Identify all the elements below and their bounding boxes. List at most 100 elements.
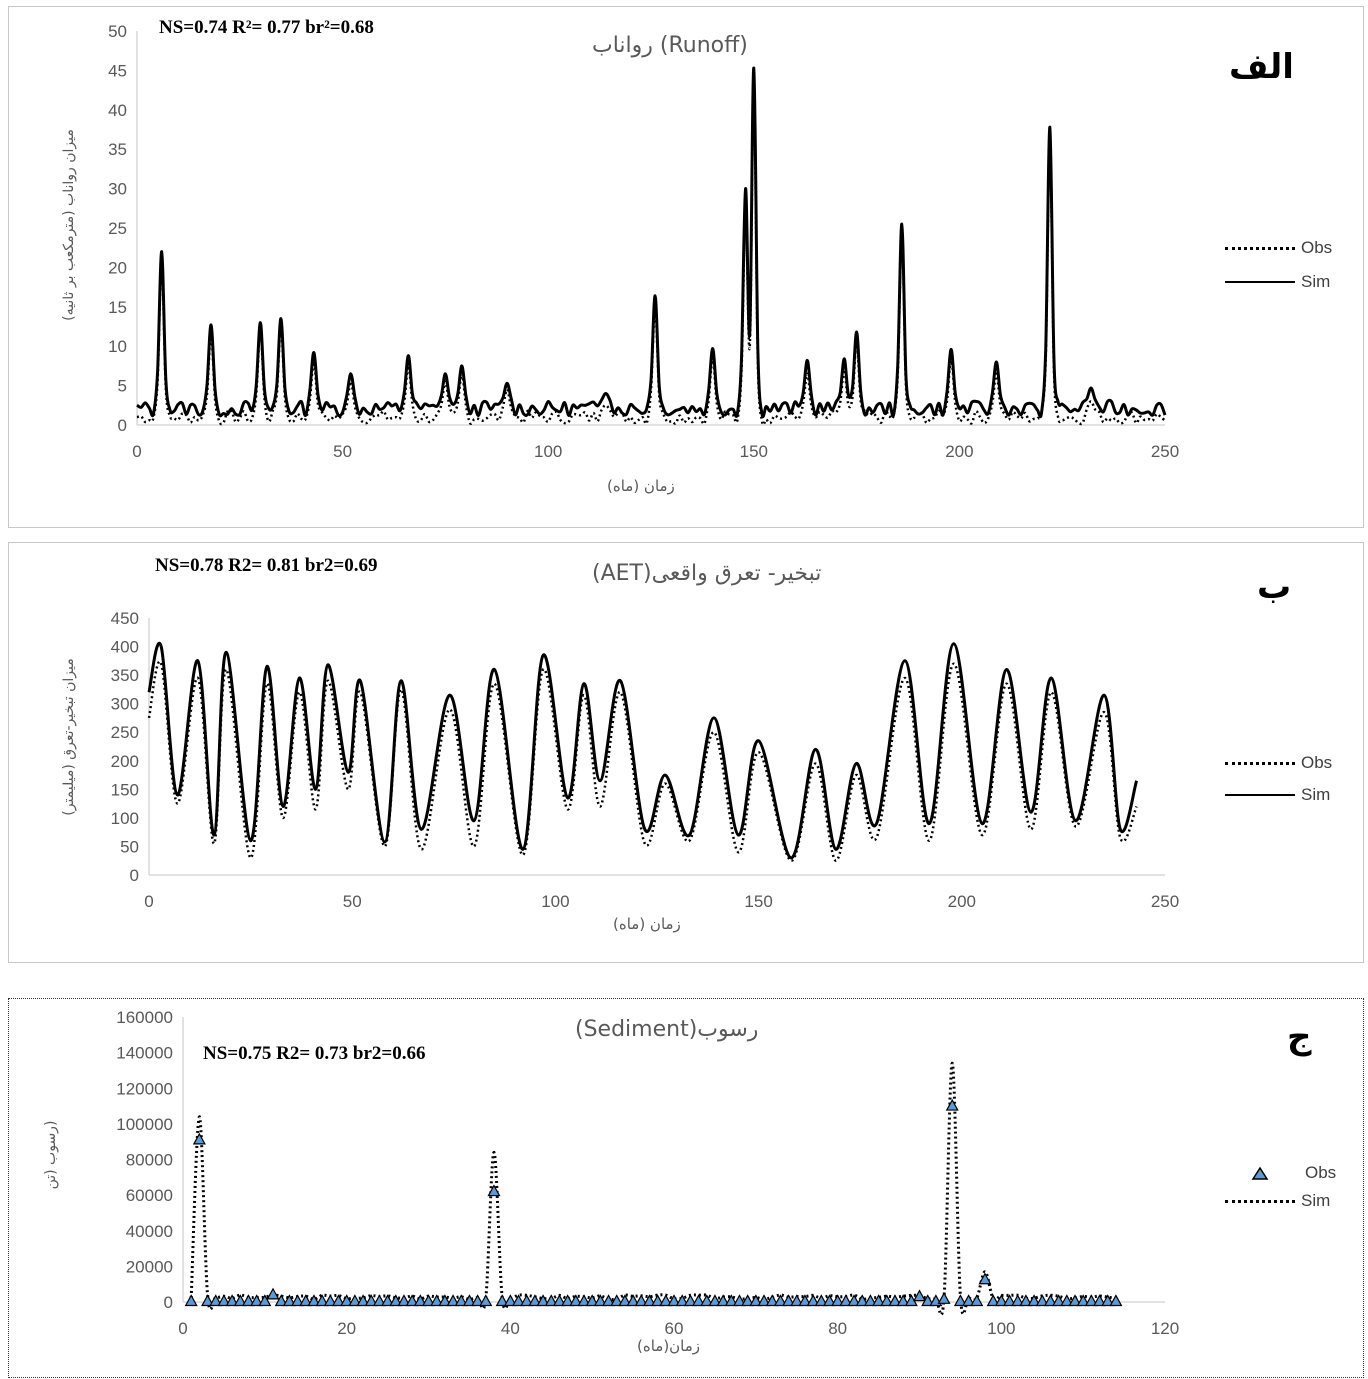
sediment-y-axis-label: (رسوب (تن — [43, 1120, 59, 1190]
aet-y-tick-label: 350 — [111, 666, 139, 685]
runoff-stats: NS=0.74 R²= 0.77 br²=0.68 — [159, 17, 374, 38]
aet-x-tick-label: 150 — [744, 892, 772, 911]
sediment-obs-marker — [692, 1294, 706, 1307]
aet-y-tick-label: 250 — [111, 723, 139, 742]
aet-x-tick-label: 50 — [343, 892, 362, 911]
sediment-obs-marker — [405, 1294, 419, 1307]
aet-y-tick-label: 150 — [111, 780, 139, 799]
sediment-obs-marker — [1060, 1294, 1074, 1307]
sediment-obs-marker — [544, 1294, 558, 1307]
sediment-obs-marker — [1035, 1294, 1049, 1307]
sediment-obs-marker — [348, 1294, 362, 1307]
aet-y-tick-label: 100 — [111, 809, 139, 828]
aet-chart: 0 50 100 150 200 250 0 50 100 150 200 250 300 350 400 4… — [111, 609, 1180, 911]
sediment-x-axis-label: زمان(ماه) — [637, 1337, 701, 1355]
sediment-obs-marker — [307, 1294, 321, 1307]
sediment-obs-marker — [970, 1294, 984, 1307]
sediment-y-tick-label: 40000 — [126, 1222, 173, 1241]
runoff-y-tick-label: 25 — [108, 219, 127, 238]
sediment-obs-marker — [1052, 1294, 1066, 1307]
runoff-x-tick-label: 100 — [534, 442, 562, 461]
sediment-obs-marker — [659, 1294, 673, 1307]
aet-y-tick-label: 400 — [111, 638, 139, 657]
sediment-obs-marker — [700, 1294, 714, 1307]
sediment-obs-marker — [1076, 1294, 1090, 1307]
sediment-obs-marker — [315, 1294, 329, 1307]
sediment-obs-marker — [602, 1294, 616, 1307]
aet-x-tick-label: 250 — [1151, 892, 1179, 911]
sediment-obs-marker — [503, 1294, 517, 1307]
runoff-y-tick-label: 20 — [108, 258, 127, 277]
sediment-obs-marker — [921, 1294, 935, 1307]
sediment-y-tick-label: 160000 — [116, 1008, 173, 1027]
sediment-obs-marker — [847, 1294, 861, 1307]
runoff-x-axis-label: زمان (ماه) — [607, 477, 675, 495]
sediment-obs-marker — [1068, 1294, 1082, 1307]
sediment-obs-marker — [241, 1294, 255, 1307]
sediment-chart-title: رسوب(Sediment) — [575, 1017, 759, 1042]
sediment-x-tick-label: 120 — [1151, 1319, 1179, 1338]
sediment-obs-marker — [479, 1294, 493, 1307]
sediment-obs-marker — [536, 1294, 550, 1307]
aet-y-tick-label: 50 — [120, 837, 139, 856]
sediment-obs-marker — [765, 1294, 779, 1307]
aet-y-tick-label: 200 — [111, 752, 139, 771]
aet-y-axis-label: میزان تبخیر-تعرق (میلیمتر) — [61, 658, 77, 816]
sediment-obs-marker — [651, 1294, 665, 1307]
sediment-obs-marker — [569, 1294, 583, 1307]
sediment-obs-marker — [274, 1294, 288, 1307]
sediment-obs-marker — [855, 1294, 869, 1307]
legend-sim: Sim — [1225, 265, 1332, 299]
sediment-obs-marker — [782, 1294, 796, 1307]
sediment-obs-marker — [495, 1294, 509, 1307]
sediment-obs-marker — [250, 1294, 264, 1307]
sediment-obs-marker — [953, 1294, 967, 1307]
sediment-obs-marker — [1003, 1294, 1017, 1307]
sediment-obs-marker — [192, 1132, 206, 1145]
sediment-obs-marker — [577, 1294, 591, 1307]
sediment-obs-marker — [1027, 1294, 1041, 1307]
runoff-x-tick-label: 0 — [132, 442, 141, 461]
sediment-obs-marker — [323, 1294, 337, 1307]
sediment-obs-marker — [888, 1294, 902, 1307]
sediment-obs-marker — [978, 1272, 992, 1285]
sediment-obs-marker — [340, 1294, 354, 1307]
sediment-obs-marker — [986, 1294, 1000, 1307]
runoff-chart-panel: 0 50 100 150 200 250 0 5 10 15 20 25 30 35 40 45 50 NS=0… — [8, 6, 1364, 528]
aet-sim-line — [147, 641, 1139, 860]
sediment-obs-marker — [962, 1294, 976, 1307]
aet-obs-line — [147, 660, 1138, 862]
runoff-y-tick-label: 45 — [108, 61, 127, 80]
aet-chart-panel: 0 50 100 150 200 250 0 50 100 150 200 250 300 350 400 4… — [8, 542, 1364, 963]
sediment-obs-marker — [331, 1294, 345, 1307]
aet-y-tick-label: 300 — [111, 695, 139, 714]
sediment-obs-marker — [994, 1294, 1008, 1307]
runoff-y-tick-label: 10 — [108, 337, 127, 356]
sediment-y-tick-label: 60000 — [126, 1186, 173, 1205]
sediment-obs-marker — [1011, 1294, 1025, 1307]
sediment-chart: 0 20 40 60 80 100 120 0 20000 40000 60000 80000 1000… — [116, 1008, 1179, 1338]
sediment-obs-marker — [822, 1294, 836, 1307]
runoff-chart-title: (Runoff) رواناب — [592, 33, 748, 58]
sediment-obs-marker — [585, 1294, 599, 1307]
runoff-x-tick-label: 50 — [333, 442, 352, 461]
sediment-obs-marker — [217, 1294, 231, 1307]
sediment-obs-marker — [593, 1294, 607, 1307]
sediment-obs-marker — [364, 1294, 378, 1307]
runoff-y-axis-label: میزان رواناب (مترمکعب بر ثانیه) — [61, 129, 77, 321]
sediment-obs-marker — [397, 1294, 411, 1307]
sediment-obs-marker — [1109, 1294, 1123, 1307]
sediment-x-tick-label: 20 — [337, 1319, 356, 1338]
panel-letter-a: الف — [1229, 47, 1294, 87]
sediment-obs-marker — [937, 1292, 951, 1304]
sediment-obs-marker — [618, 1294, 632, 1307]
sediment-obs-marker — [806, 1294, 820, 1307]
sediment-y-tick-label: 80000 — [126, 1151, 173, 1170]
legend-obs: Obs — [1225, 231, 1332, 265]
sediment-obs-marker — [184, 1294, 198, 1307]
sediment-obs-marker — [389, 1294, 403, 1307]
sediment-obs-marker — [675, 1294, 689, 1307]
runoff-x-tick-label: 250 — [1151, 442, 1179, 461]
aet-x-axis-label: زمان (ماه) — [613, 915, 681, 933]
sediment-obs-marker — [225, 1294, 239, 1307]
